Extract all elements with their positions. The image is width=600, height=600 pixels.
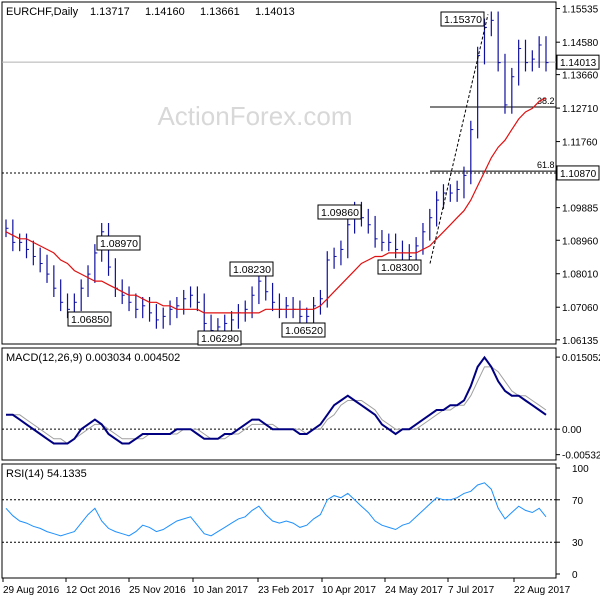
rsi-line (5, 482, 547, 537)
ohlc-high: 1.14160 (145, 6, 185, 18)
annotation-box (440, 11, 485, 27)
x-axis: 29 Aug 2016 12 Oct 2016 25 Nov 2016 10 Jan … (2, 578, 571, 596)
annotation-label: 1.08230 (233, 264, 271, 276)
x-tick-label: 7 Jul 2017 (448, 585, 495, 596)
macd-line (6, 355, 547, 445)
watermark: ActionForex.com (157, 101, 352, 131)
macd-y-tick-label: -0.005321 (562, 451, 600, 462)
annotation-box (67, 311, 112, 327)
annotation-box (197, 330, 242, 346)
x-tick-label: 10 Apr 2017 (322, 585, 376, 596)
fib-level-label: 38.2 (537, 96, 555, 106)
support-label: 1.10870 (560, 169, 597, 180)
fib-level-label: 61.8 (537, 160, 555, 170)
ohlc-low: 1.13661 (200, 6, 240, 18)
price-y-tick-label: 1.08010 (562, 270, 599, 281)
rsi-title: RSI(14) 54.1335 (6, 468, 87, 480)
rsi-y-tick-label: 30 (572, 538, 584, 549)
annotation-label: 1.06290 (201, 333, 239, 345)
annotation-label: 1.06850 (71, 314, 109, 326)
trend-line (429, 14, 489, 264)
annotation-box (281, 322, 326, 338)
price-annotation: 1.06850 (67, 311, 112, 327)
price-y-tick-label: 1.07060 (562, 303, 599, 314)
price-y-tick-label: 1.11760 (562, 138, 598, 149)
x-tick-label: 25 Nov 2016 (129, 585, 186, 596)
macd-y-tick-label: 0.00 (562, 425, 582, 436)
annotation-label: 1.08300 (381, 262, 419, 274)
rsi-y-tick-label: 70 (572, 496, 584, 507)
price-y-tick-label: 1.12710 (562, 104, 599, 115)
rsi-y-tick-label: 0 (572, 570, 578, 581)
price-annotation: 1.08230 (229, 261, 274, 277)
main-price-panel: EURCHF,Daily 1.13717 1.14160 1.13661 1.1… (1, 1, 600, 347)
support-label-box (556, 165, 600, 181)
price-annotation: 1.08300 (377, 259, 422, 275)
macd-title: MACD(12,26,9) 0.003034 0.004502 (6, 352, 180, 364)
annotation-box (317, 204, 362, 220)
price-annotation: 1.08970 (96, 235, 141, 251)
price-title: EURCHF,Daily (6, 6, 79, 18)
macd-y-tick-label: 0.015052 (562, 353, 600, 364)
price-y-tick-label: 1.15535 (562, 5, 599, 16)
x-tick-label: 23 Feb 2017 (258, 585, 315, 596)
price-y-tick-label: 1.09885 (562, 204, 599, 215)
price-annotation: 1.09860 (317, 204, 362, 220)
macd-panel: MACD(12,26,9) 0.003034 0.004502 0.015052… (1, 347, 600, 462)
rsi-panel: RSI(14) 54.1335 100 70 30 0 (1, 463, 589, 581)
price-annotation: 1.06520 (281, 322, 326, 338)
annotation-label: 1.08970 (100, 238, 138, 250)
price-annotation: 1.06290 (197, 330, 242, 346)
rsi-y-tick-label: 100 (572, 464, 589, 475)
price-y-tick-label: 1.13660 (562, 71, 599, 82)
price-y-tick-label: 1.14580 (562, 38, 599, 49)
price-y-tick-label: 1.06135 (562, 336, 599, 347)
annotation-box (96, 235, 141, 251)
moving-average-line (5, 97, 547, 314)
x-tick-label: 22 Aug 2017 (514, 585, 571, 596)
ohlc-close: 1.14013 (255, 6, 295, 18)
price-bars (5, 11, 549, 340)
x-tick-label: 12 Oct 2016 (66, 585, 121, 596)
x-tick-label: 10 Jan 2017 (193, 585, 248, 596)
x-tick-label: 24 May 2017 (385, 585, 443, 596)
annotation-box (229, 261, 274, 277)
price-y-tick-label: 1.08960 (562, 236, 599, 247)
annotation-label: 1.09860 (321, 207, 359, 219)
annotation-box (377, 259, 422, 275)
price-annotation: 1.15370 (440, 11, 485, 27)
annotation-label: 1.06520 (285, 325, 323, 337)
current-price-label: 1.14013 (560, 58, 597, 69)
x-tick-label: 29 Aug 2016 (3, 585, 60, 596)
annotation-label: 1.15370 (444, 14, 482, 26)
current-price-box (556, 54, 600, 70)
ohlc-open: 1.13717 (90, 6, 130, 18)
